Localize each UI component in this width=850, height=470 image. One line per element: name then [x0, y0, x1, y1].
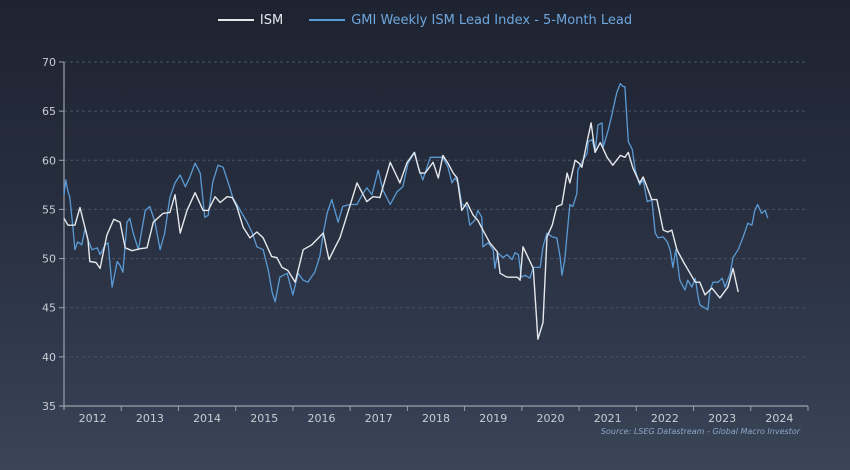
- x-tick-label: 2021: [594, 412, 622, 425]
- x-tick-label: 2024: [765, 412, 793, 425]
- legend-item-gmi[interactable]: GMI Weekly ISM Lead Index - 5-Month Lead: [309, 13, 632, 28]
- y-tick-label: 35: [42, 400, 56, 413]
- y-tick-label: 50: [42, 253, 56, 266]
- y-tick-label: 55: [42, 203, 56, 216]
- axes: 35 40 45 50 55 60 65 70 2012 2013 2014 2015 2016 2017…: [42, 56, 809, 425]
- series-line-gmi: [63, 82, 769, 311]
- x-tick-label: 2013: [136, 412, 164, 425]
- legend-label-gmi: GMI Weekly ISM Lead Index - 5-Month Lead: [351, 12, 633, 28]
- x-tick-label: 2015: [250, 412, 278, 425]
- x-tick-label: 2019: [479, 412, 507, 425]
- series-line-ism: [63, 122, 739, 340]
- gridlines: [64, 61, 808, 358]
- x-tick-label: 2017: [365, 412, 393, 425]
- source-note: Source: LSEG Datastream - Global Macro I…: [601, 427, 801, 436]
- y-tick-label: 70: [42, 56, 56, 69]
- x-tick-label: 2023: [708, 412, 736, 425]
- series-lines: [63, 82, 769, 340]
- x-tick-label: 2016: [308, 412, 336, 425]
- legend-swatch-ism: [217, 19, 254, 21]
- x-tick-label: 2018: [422, 412, 450, 425]
- legend-item-ism[interactable]: ISM: [217, 12, 284, 28]
- y-tick-label: 65: [42, 105, 56, 118]
- y-tick-label: 60: [42, 154, 56, 167]
- legend: ISM GMI Weekly ISM Lead Index - 5-Month …: [0, 8, 850, 32]
- y-tick-label: 45: [42, 302, 56, 315]
- x-tick-label: 2020: [536, 412, 564, 425]
- x-tick-label: 2012: [79, 412, 107, 425]
- legend-label-ism: ISM: [259, 12, 284, 28]
- x-tick-label: 2014: [193, 412, 221, 425]
- legend-swatch-gmi: [309, 19, 346, 21]
- x-tick-label: 2022: [651, 412, 679, 425]
- y-tick-label: 40: [42, 351, 56, 364]
